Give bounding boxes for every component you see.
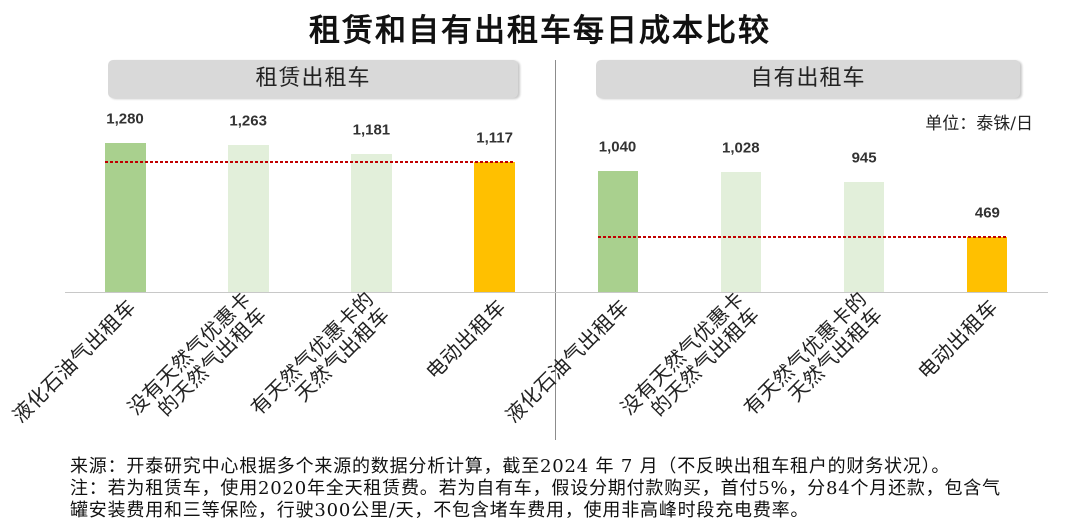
owned-category-label-3: 有天然气优惠卡的 天然气出租车 xyxy=(738,286,888,420)
rental-reference-line xyxy=(104,160,516,163)
owned-bar-4 xyxy=(967,237,1008,292)
owned-value-label-4: 469 xyxy=(974,204,1000,222)
rental-value-label-1: 1,280 xyxy=(106,110,144,128)
chart-title: 租赁和自有出租车每日成本比较 xyxy=(309,13,771,49)
note-line-1: 注：若为租赁车，使用2020年全天租赁费。若为自有车，假设分期付款购买，首付5%… xyxy=(70,478,1001,499)
owned-panel-header: 自有出租车 xyxy=(596,60,1020,98)
x-axis-line xyxy=(65,292,1048,293)
rental-category-label-1: 液化石油气出租车 xyxy=(7,294,141,428)
rental-bar-3 xyxy=(350,154,392,292)
rental-bar-1 xyxy=(104,142,146,292)
owned-reference-line xyxy=(597,236,1008,239)
rental-value-label-2: 1,263 xyxy=(229,112,267,130)
unit-label: 单位：泰铢/日 xyxy=(925,114,1033,134)
rental-bar-2 xyxy=(227,144,269,292)
panel-divider xyxy=(555,60,556,440)
owned-category-label-1: 液化石油气出租车 xyxy=(500,294,633,428)
rental-category-label-2: 没有天然气优惠卡 的天然气出租车 xyxy=(122,286,272,421)
rental-panel-header: 租赁出租车 xyxy=(108,60,518,98)
owned-value-label-2: 1,028 xyxy=(722,139,760,157)
source-note: 来源：开泰研究中心根据多个来源的数据分析计算，截至2024 年 7 月（不反映出… xyxy=(70,456,951,477)
note-line-2: 罐安装费用和三等保险，行驶300公里/天，不包含堵车费用，使用非高峰时段充电费率… xyxy=(70,500,810,521)
owned-value-label-1: 1,040 xyxy=(598,138,637,156)
owned-value-label-3: 945 xyxy=(851,149,877,167)
rental-category-label-3: 有天然气优惠卡的 天然气出租车 xyxy=(246,286,395,420)
owned-category-label-2: 没有天然气优惠卡 的天然气出租车 xyxy=(615,286,765,421)
footnotes: 来源：开泰研究中心根据多个来源的数据分析计算，截至2024 年 7 月（不反映出… xyxy=(70,456,1001,522)
rental-value-label-3: 1,181 xyxy=(352,121,391,139)
owned-category-label-4: 电动出租车 xyxy=(913,294,1003,384)
owned-bar-1 xyxy=(597,170,638,292)
rental-category-label-4: 电动出租车 xyxy=(420,294,511,384)
owned-bar-2 xyxy=(720,172,761,292)
rental-value-label-4: 1,117 xyxy=(476,129,513,147)
rental-bar-4 xyxy=(474,161,516,292)
